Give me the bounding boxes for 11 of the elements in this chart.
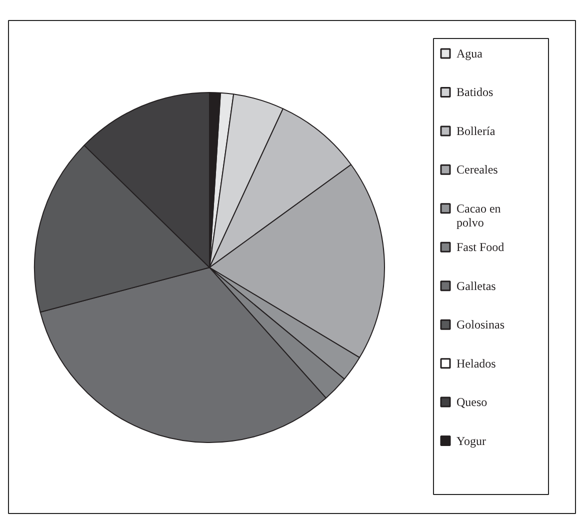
- legend-label: Batidos: [456, 85, 494, 100]
- legend-label: Agua: [456, 46, 484, 60]
- legend-label: Fast Food: [456, 240, 504, 254]
- legend-label: Queso: [456, 395, 488, 410]
- legend-label: Yogur: [456, 434, 486, 448]
- legend-label: Cereales: [456, 162, 498, 177]
- legend-label: Golosinas: [456, 318, 505, 332]
- legend-label: Bollería: [456, 124, 496, 138]
- legend-label: Galletas: [456, 278, 496, 293]
- legend-label: Helados: [456, 356, 496, 370]
- legend-label: Cacao en polvo: [456, 201, 501, 230]
